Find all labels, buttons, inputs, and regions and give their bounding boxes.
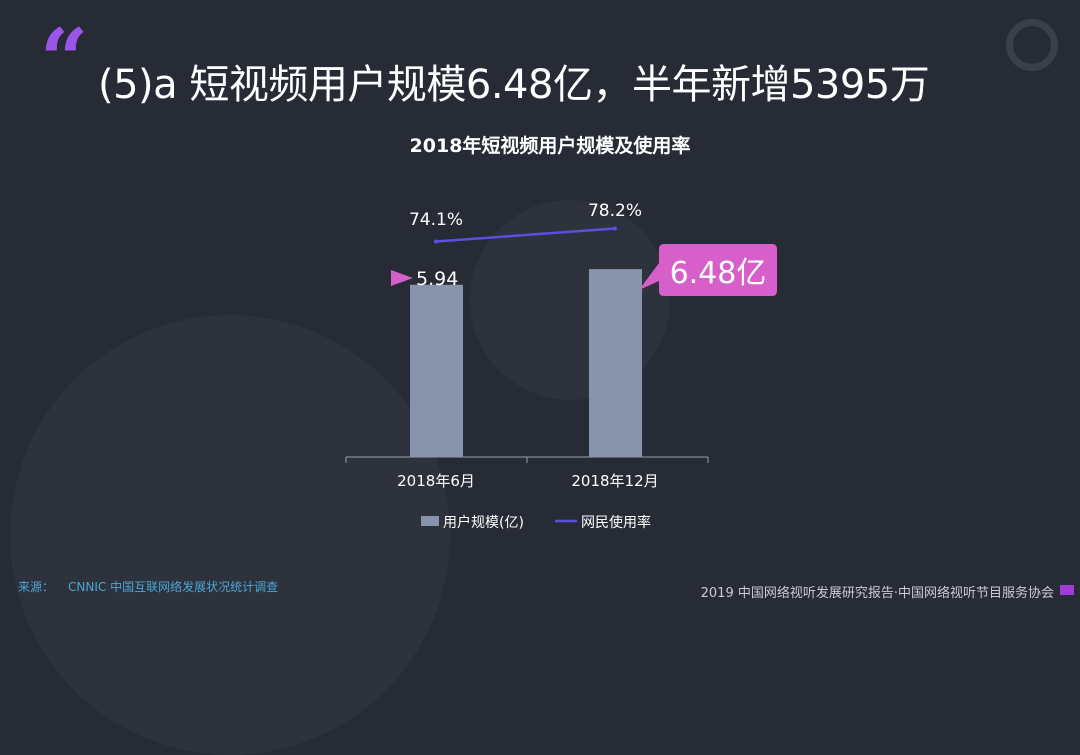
legend-label-users: 用户规模(亿) xyxy=(443,514,524,531)
usage-rate-label-2018-06: 74.1% xyxy=(409,210,463,230)
x-tick-label-2018-06: 2018年6月 xyxy=(397,472,475,490)
usage-rate-line xyxy=(434,227,617,243)
page-title: (5)a 短视频用户规模6.48亿，半年新增5395万 xyxy=(98,62,930,108)
quote-icon: “ xyxy=(40,10,89,109)
report-credit: 2019 中国网络视听发展研究报告·中国网络视听节目服务协会 xyxy=(700,586,1054,601)
source-label: 来源： xyxy=(18,580,55,594)
corner-accent xyxy=(1060,585,1074,595)
legend-swatch-bar xyxy=(421,516,439,526)
pointer-arrow-icon xyxy=(391,270,413,286)
legend-label-rate: 网民使用率 xyxy=(581,514,651,531)
usage-rate-label-2018-12: 78.2% xyxy=(588,201,642,221)
chart: 2018年短视频用户规模及使用率 2018年6月 2018年12月 5.94 6… xyxy=(345,134,777,531)
chart-title: 2018年短视频用户规模及使用率 xyxy=(410,134,691,157)
callout-badge-shape xyxy=(639,244,777,296)
bar-value-label-2018-12: 6.48亿 xyxy=(670,256,767,291)
ring-decoration-icon xyxy=(1006,19,1058,71)
source-note: 来源： CNNIC 中国互联网络发展状况统计调查 xyxy=(18,578,278,595)
x-tick-label-2018-12: 2018年12月 xyxy=(571,472,658,490)
source-text: CNNIC 中国互联网络发展状况统计调查 xyxy=(68,580,279,594)
bar-2018-12 xyxy=(589,269,642,457)
usage-rate-point-2018-06 xyxy=(434,239,438,244)
callout-badge: 6.48亿 xyxy=(639,244,777,296)
bar-value-label-2018-06: 5.94 xyxy=(416,268,458,290)
usage-rate-point-2018-12 xyxy=(613,226,617,231)
bar-2018-06 xyxy=(410,284,463,457)
legend: 用户规模(亿) 网民使用率 xyxy=(421,514,651,531)
